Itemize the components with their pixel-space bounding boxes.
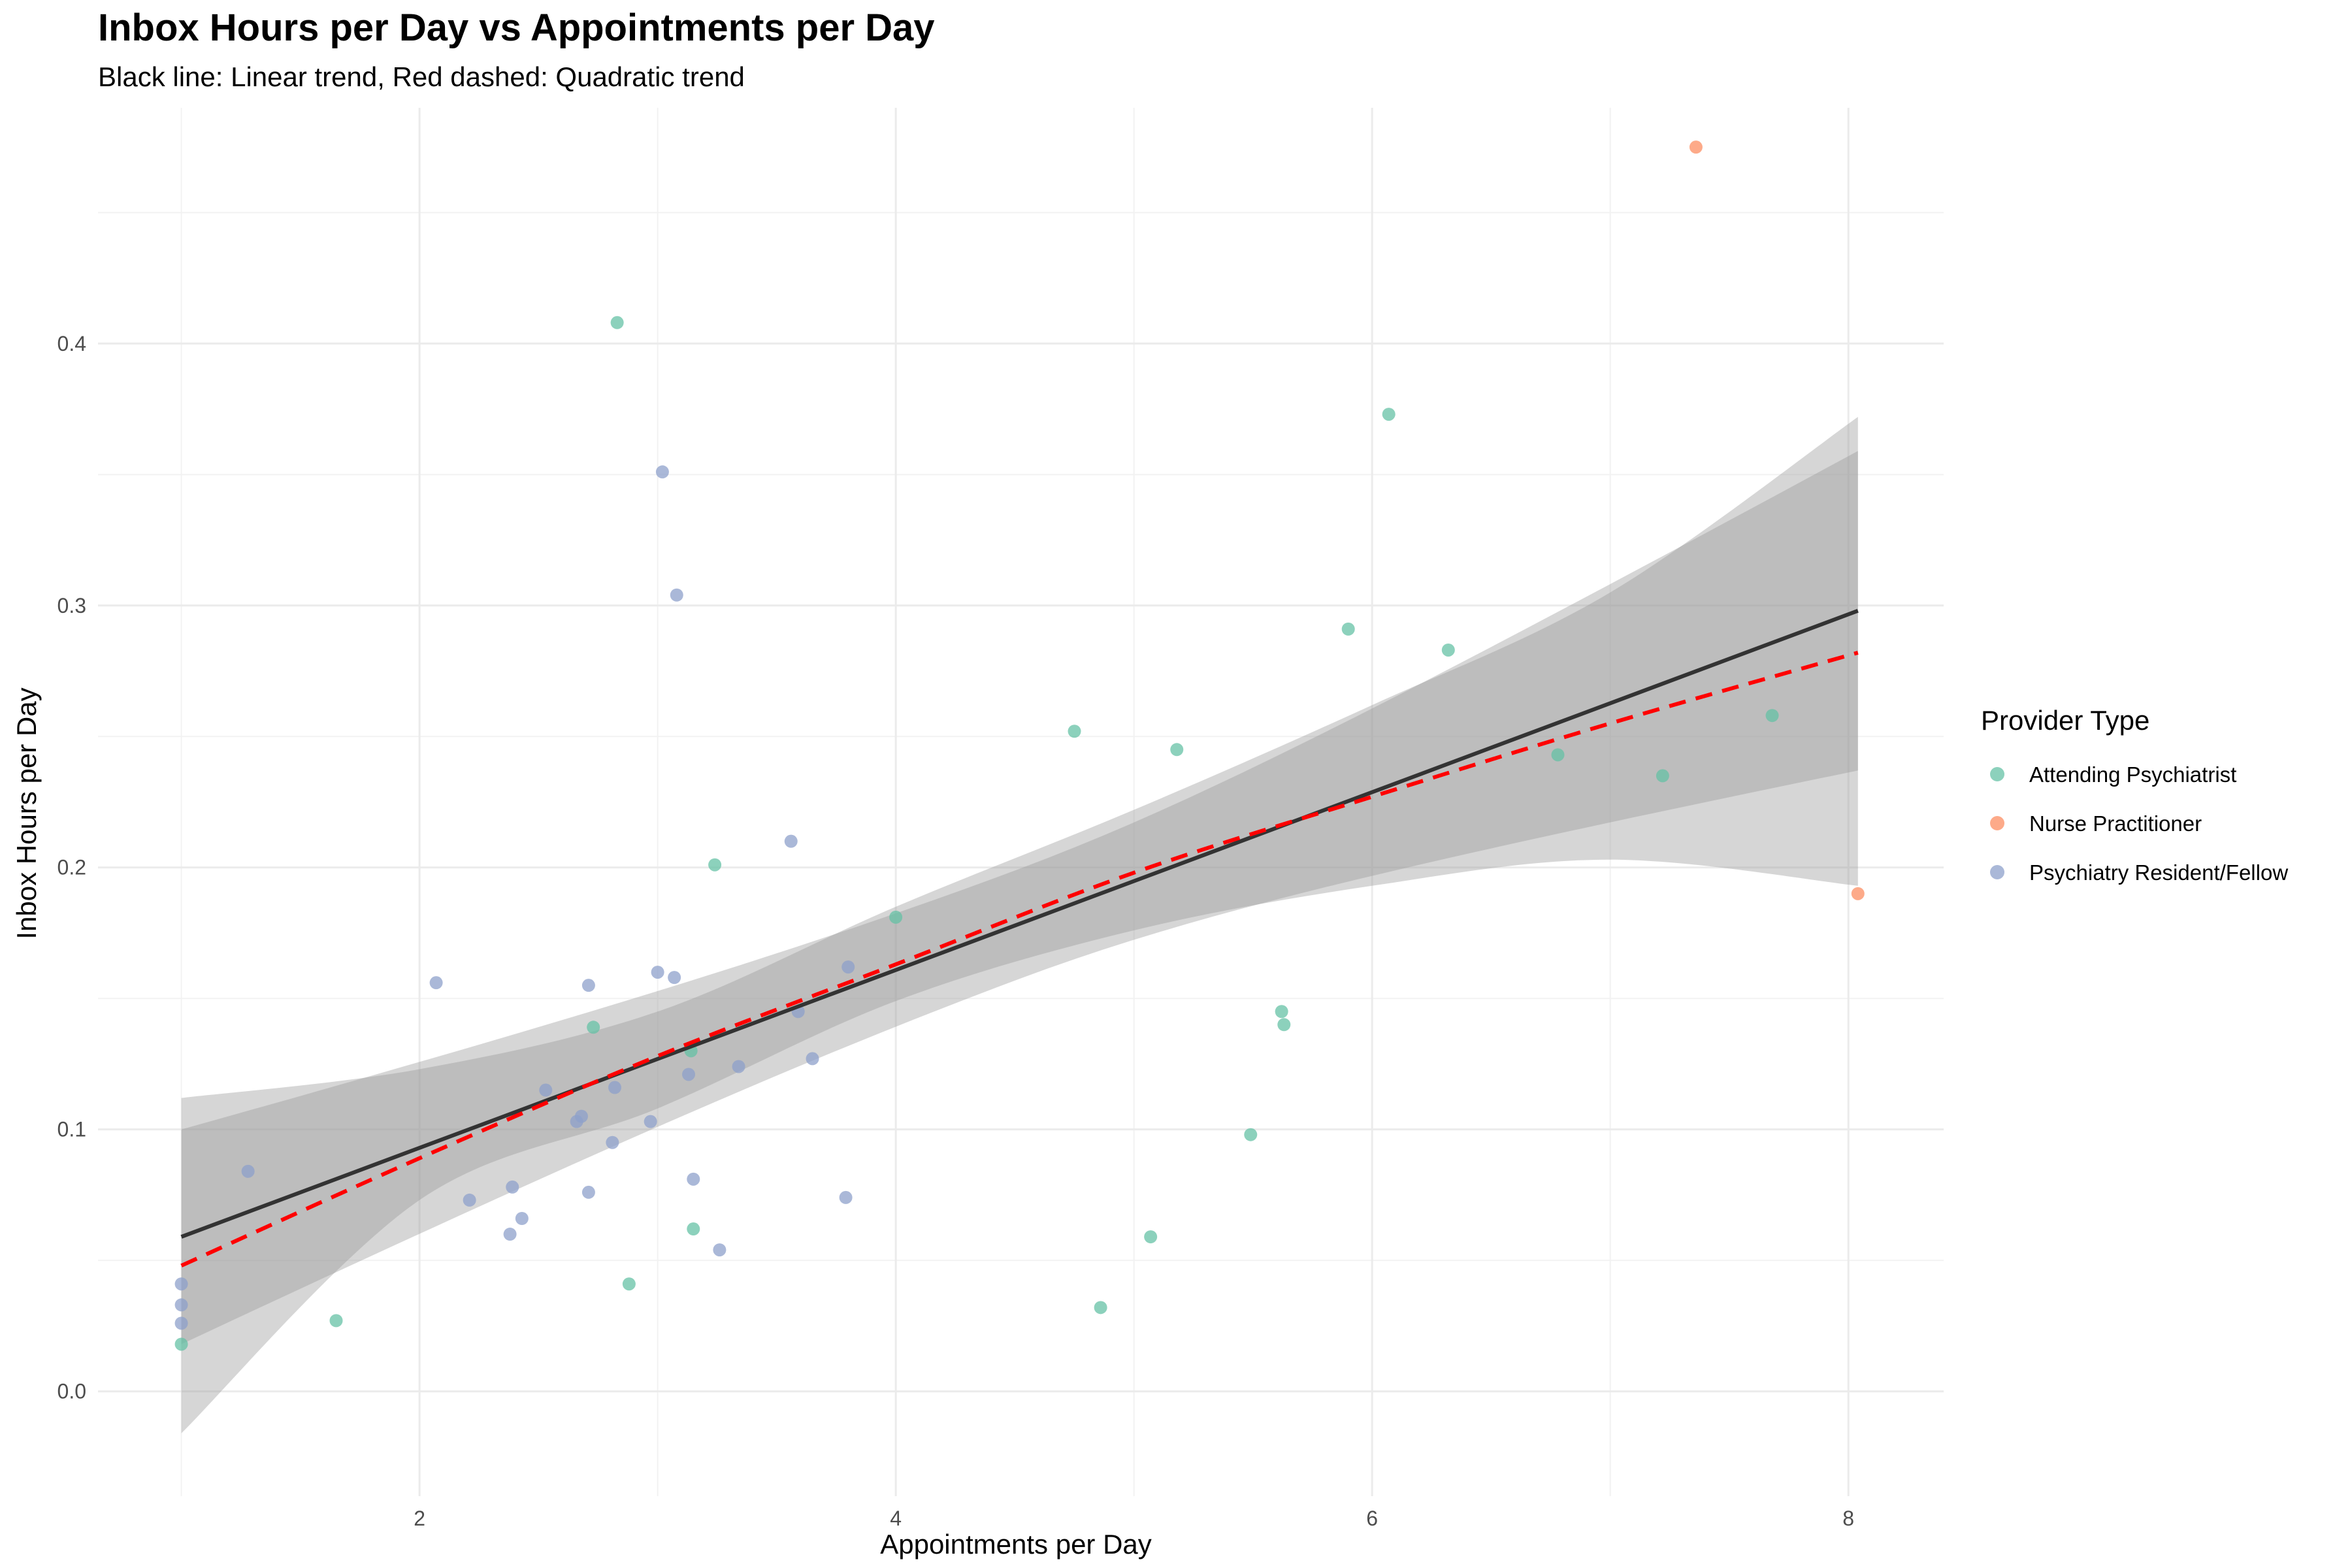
data-point bbox=[644, 1115, 657, 1128]
data-point bbox=[651, 966, 664, 979]
chart-subtitle: Black line: Linear trend, Red dashed: Qu… bbox=[98, 61, 745, 92]
data-point bbox=[1244, 1128, 1258, 1141]
data-point bbox=[1144, 1230, 1158, 1244]
data-point bbox=[608, 1081, 621, 1094]
data-point bbox=[1689, 140, 1703, 154]
data-point bbox=[841, 960, 855, 974]
data-point bbox=[429, 976, 443, 990]
y-tick-label: 0.3 bbox=[57, 594, 86, 617]
trend-lines bbox=[180, 609, 1859, 1267]
y-axis-ticks: 0.0 0.1 0.2 0.3 0.4 bbox=[57, 332, 86, 1403]
legend-key bbox=[1990, 865, 2004, 879]
data-point bbox=[587, 1021, 600, 1034]
data-point bbox=[889, 910, 903, 924]
data-point bbox=[174, 1277, 188, 1291]
data-point bbox=[1551, 748, 1565, 762]
data-point bbox=[784, 834, 798, 848]
plot-panel bbox=[98, 108, 1944, 1496]
data-point bbox=[174, 1298, 188, 1312]
data-point bbox=[1441, 643, 1455, 657]
data-point bbox=[1851, 887, 1865, 900]
y-axis-title: Inbox Hours per Day bbox=[11, 687, 42, 939]
linear-trend-band bbox=[181, 451, 1858, 1345]
data-point bbox=[1341, 622, 1355, 636]
data-point bbox=[670, 588, 683, 602]
data-point bbox=[329, 1314, 343, 1328]
data-point bbox=[687, 1172, 700, 1186]
data-point bbox=[506, 1180, 519, 1194]
data-point bbox=[1382, 408, 1396, 421]
data-point bbox=[581, 979, 595, 992]
y-tick-label: 0.2 bbox=[57, 856, 86, 879]
quadratic-trend-line bbox=[180, 651, 1859, 1267]
x-tick-label: 8 bbox=[1842, 1507, 1854, 1530]
data-point bbox=[655, 465, 669, 479]
x-tick-label: 4 bbox=[890, 1507, 902, 1530]
data-point bbox=[682, 1068, 695, 1081]
y-tick-label: 0.1 bbox=[57, 1118, 86, 1141]
data-point bbox=[503, 1228, 517, 1241]
data-point bbox=[1068, 725, 1081, 738]
data-point bbox=[839, 1190, 853, 1204]
data-point bbox=[713, 1243, 727, 1257]
data-point bbox=[668, 971, 681, 985]
data-point bbox=[687, 1222, 700, 1236]
data-point bbox=[581, 1185, 595, 1199]
data-point bbox=[1277, 1018, 1291, 1032]
data-point bbox=[610, 316, 624, 329]
legend-label: Attending Psychiatrist bbox=[2029, 762, 2236, 787]
data-point bbox=[515, 1212, 529, 1225]
y-tick-label: 0.0 bbox=[57, 1380, 86, 1403]
data-point bbox=[574, 1109, 588, 1123]
data-point bbox=[606, 1135, 619, 1149]
data-point bbox=[1765, 709, 1779, 723]
data-point bbox=[1275, 1005, 1288, 1019]
data-point bbox=[806, 1052, 819, 1066]
data-point bbox=[174, 1337, 188, 1351]
data-point bbox=[1170, 743, 1184, 757]
linear-trend-line bbox=[180, 609, 1859, 1239]
y-tick-label: 0.4 bbox=[57, 332, 86, 355]
data-point bbox=[539, 1083, 553, 1097]
x-tick-label: 2 bbox=[414, 1507, 425, 1530]
data-point bbox=[1094, 1301, 1107, 1315]
data-point bbox=[174, 1316, 188, 1330]
chart-title: Inbox Hours per Day vs Appointments per … bbox=[98, 7, 935, 49]
legend-title: Provider Type bbox=[1981, 705, 2149, 736]
x-tick-label: 6 bbox=[1366, 1507, 1378, 1530]
legend-key bbox=[1990, 816, 2004, 830]
data-point bbox=[463, 1193, 476, 1207]
legend: Provider Type Attending Psychiatrist Nurs… bbox=[1981, 705, 2288, 885]
data-point bbox=[708, 858, 722, 872]
gridlines bbox=[98, 108, 1944, 1496]
data-point bbox=[241, 1164, 255, 1178]
x-axis-ticks: 2 4 6 8 bbox=[414, 1507, 1854, 1530]
legend-items: Attending Psychiatrist Nurse Practitioner… bbox=[1990, 762, 2288, 885]
legend-key bbox=[1990, 767, 2004, 781]
data-point bbox=[732, 1060, 745, 1073]
legend-label: Psychiatry Resident/Fellow bbox=[2029, 860, 2288, 885]
data-point bbox=[1656, 769, 1669, 783]
x-axis-title: Appointments per Day bbox=[880, 1529, 1152, 1560]
legend-label: Nurse Practitioner bbox=[2029, 811, 2202, 836]
data-point bbox=[622, 1277, 636, 1291]
